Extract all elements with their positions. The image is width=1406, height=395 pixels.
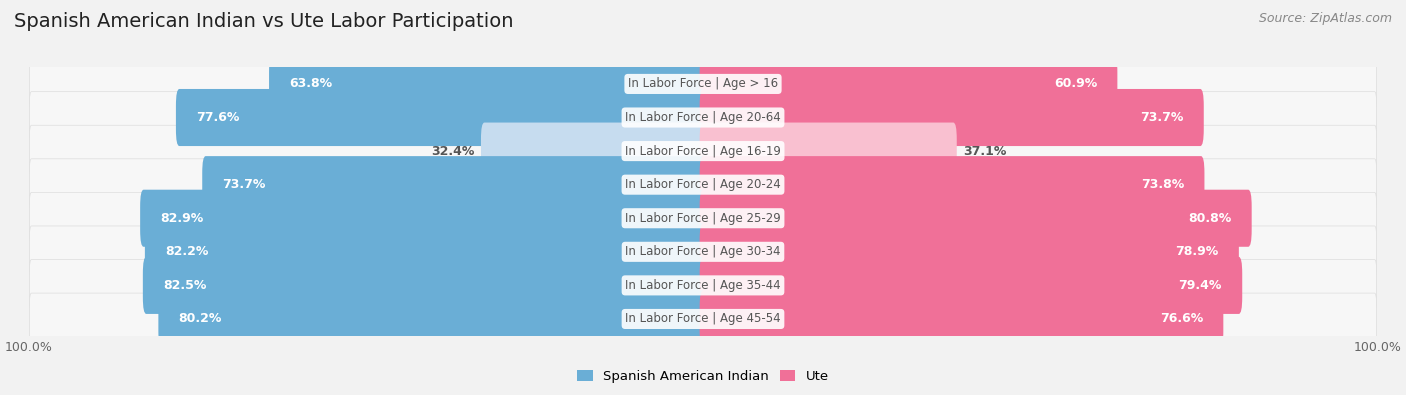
Text: 78.9%: 78.9% <box>1175 245 1219 258</box>
FancyBboxPatch shape <box>700 156 1205 213</box>
FancyBboxPatch shape <box>141 190 706 247</box>
FancyBboxPatch shape <box>700 190 1251 247</box>
Text: 32.4%: 32.4% <box>430 145 474 158</box>
Text: Source: ZipAtlas.com: Source: ZipAtlas.com <box>1258 12 1392 25</box>
Text: In Labor Force | Age 16-19: In Labor Force | Age 16-19 <box>626 145 780 158</box>
FancyBboxPatch shape <box>202 156 706 213</box>
Text: 63.8%: 63.8% <box>290 77 332 90</box>
FancyBboxPatch shape <box>700 89 1204 146</box>
FancyBboxPatch shape <box>700 122 956 180</box>
Text: 76.6%: 76.6% <box>1160 312 1204 325</box>
FancyBboxPatch shape <box>30 159 1376 211</box>
Text: In Labor Force | Age 45-54: In Labor Force | Age 45-54 <box>626 312 780 325</box>
FancyBboxPatch shape <box>700 55 1118 113</box>
FancyBboxPatch shape <box>30 293 1376 345</box>
Text: 60.9%: 60.9% <box>1054 77 1097 90</box>
Text: 37.1%: 37.1% <box>963 145 1007 158</box>
Text: 79.4%: 79.4% <box>1178 279 1222 292</box>
FancyBboxPatch shape <box>30 58 1376 110</box>
FancyBboxPatch shape <box>30 92 1376 143</box>
Text: 82.2%: 82.2% <box>165 245 208 258</box>
FancyBboxPatch shape <box>143 257 706 314</box>
Text: In Labor Force | Age 25-29: In Labor Force | Age 25-29 <box>626 212 780 225</box>
Text: 80.2%: 80.2% <box>179 312 222 325</box>
FancyBboxPatch shape <box>700 290 1223 348</box>
Text: 73.7%: 73.7% <box>222 178 266 191</box>
Text: 82.9%: 82.9% <box>160 212 204 225</box>
Text: In Labor Force | Age 20-64: In Labor Force | Age 20-64 <box>626 111 780 124</box>
Legend: Spanish American Indian, Ute: Spanish American Indian, Ute <box>572 365 834 388</box>
Text: 80.8%: 80.8% <box>1188 212 1232 225</box>
FancyBboxPatch shape <box>700 223 1239 280</box>
Text: 82.5%: 82.5% <box>163 279 207 292</box>
FancyBboxPatch shape <box>159 290 706 348</box>
FancyBboxPatch shape <box>30 192 1376 244</box>
FancyBboxPatch shape <box>176 89 706 146</box>
Text: 77.6%: 77.6% <box>197 111 239 124</box>
FancyBboxPatch shape <box>700 257 1243 314</box>
FancyBboxPatch shape <box>145 223 706 280</box>
Text: In Labor Force | Age 30-34: In Labor Force | Age 30-34 <box>626 245 780 258</box>
FancyBboxPatch shape <box>30 226 1376 278</box>
Text: 73.8%: 73.8% <box>1140 178 1184 191</box>
FancyBboxPatch shape <box>269 55 706 113</box>
Text: Spanish American Indian vs Ute Labor Participation: Spanish American Indian vs Ute Labor Par… <box>14 12 513 31</box>
FancyBboxPatch shape <box>481 122 706 180</box>
Text: In Labor Force | Age > 16: In Labor Force | Age > 16 <box>628 77 778 90</box>
Text: In Labor Force | Age 20-24: In Labor Force | Age 20-24 <box>626 178 780 191</box>
FancyBboxPatch shape <box>30 260 1376 311</box>
Text: 73.7%: 73.7% <box>1140 111 1184 124</box>
Text: In Labor Force | Age 35-44: In Labor Force | Age 35-44 <box>626 279 780 292</box>
FancyBboxPatch shape <box>30 125 1376 177</box>
